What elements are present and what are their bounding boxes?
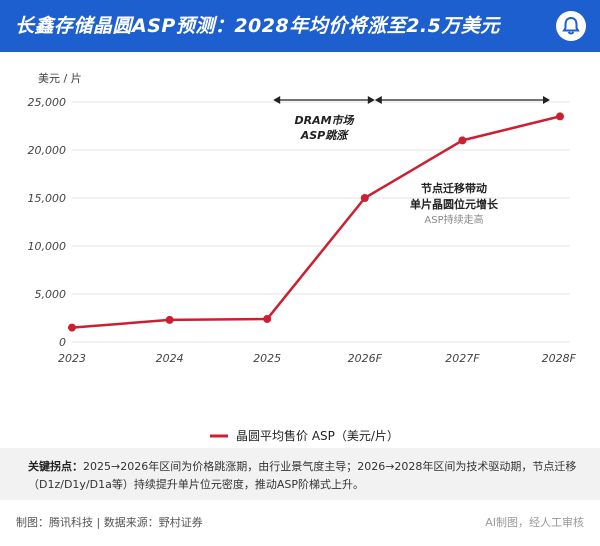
y-tick-label: 20,000 [28, 144, 67, 157]
note-text-block: 关键拐点：2025→2026年区间为价格跳涨期，由行业景气度主导；2026→20… [28, 458, 578, 494]
y-axis-label: 美元 / 片 [38, 72, 82, 85]
phase1-arrow-head-left [273, 96, 281, 104]
phase2-arrow-head-right [543, 96, 550, 104]
page-title: 长鑫存储晶圆ASP预测：2028年均价将涨至2.5万美元 [15, 15, 500, 37]
footer-disclaimer: AI制图，经人工审核 [485, 516, 584, 529]
phase1-label-line1: DRAM市场 [294, 114, 355, 127]
title-bar: 长鑫存储晶圆ASP预测：2028年均价将涨至2.5万美元 [0, 0, 600, 52]
bell-logo-icon [556, 11, 586, 41]
phase2-label-line1: 节点迁移带动 [421, 181, 487, 195]
data-point [556, 112, 564, 121]
data-point [458, 136, 467, 145]
chart-area: 美元 / 片 0 5,000 10,000 15,000 20,000 25,000 2023… [0, 52, 600, 452]
legend-label: 晶圆平均售价 ASP（美元/片） [236, 428, 399, 443]
footer-source: 制图：腾讯科技 | 数据来源：野村证券 [16, 516, 203, 529]
y-tick-label: 15,000 [28, 192, 67, 205]
asp-line-chart: 美元 / 片 0 5,000 10,000 15,000 20,000 25,000 2023… [28, 72, 577, 443]
x-tick-label: 2024 [156, 352, 184, 365]
y-tick-label: 25,000 [28, 96, 67, 109]
note-label: 关键拐点： [28, 460, 83, 473]
data-point [68, 323, 76, 332]
data-point [263, 314, 272, 323]
phase1-arrow-head-right [367, 96, 375, 104]
phase2-arrow-head-left [374, 96, 382, 104]
y-tick-label: 0 [59, 336, 66, 349]
y-tick-label: 10,000 [28, 240, 67, 253]
x-tick-label: 2025 [253, 352, 281, 365]
x-tick-label: 2023 [58, 352, 86, 365]
y-tick-label: 5,000 [35, 288, 67, 301]
phase1-label-line2: ASP跳涨 [300, 129, 349, 142]
data-point [165, 315, 174, 324]
phase2-sublabel: ASP持续走高 [424, 213, 483, 226]
x-tick-label: 2028F [542, 352, 577, 365]
footer: 制图：腾讯科技 | 数据来源：野村证券 AI制图，经人工审核 [0, 500, 600, 546]
x-tick-label: 2027F [445, 352, 480, 365]
note-body: 2025→2026年区间为价格跳涨期，由行业景气度主导；2026→2028年区间… [28, 460, 577, 491]
series-line [71, 115, 561, 329]
phase2-label-line2: 单片晶圆位元增长 [410, 197, 499, 211]
x-tick-label: 2026F [348, 352, 383, 365]
data-point [360, 194, 369, 202]
bell-logo-icon-svg [562, 16, 580, 35]
key-point-note: 关键拐点：2025→2026年区间为价格跳涨期，由行业景气度主导；2026→20… [0, 448, 600, 500]
